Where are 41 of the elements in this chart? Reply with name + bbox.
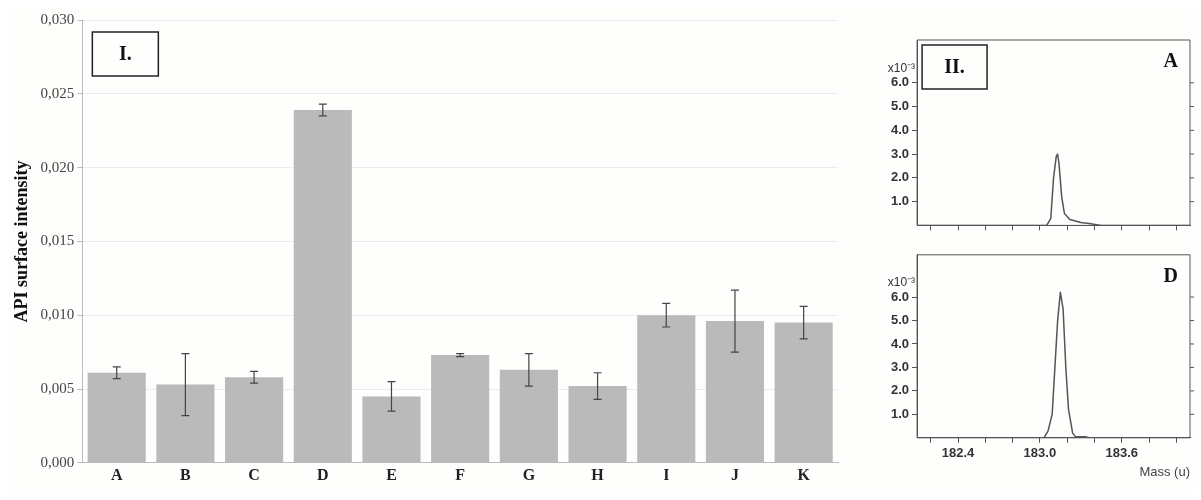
x-tick-label: B xyxy=(180,465,192,483)
y-tick-label: 0,010 xyxy=(40,306,75,323)
y-tick-label: 0,005 xyxy=(40,379,75,396)
y-axis-title: x10⁻³ xyxy=(887,61,916,76)
y-tick-label: 2.0 xyxy=(890,382,910,398)
y-tick-label: 6.0 xyxy=(890,74,910,90)
x-tick-label: I xyxy=(663,465,670,483)
y-axis-title: x10⁻³ xyxy=(887,275,916,290)
y-tick-label: 6.0 xyxy=(890,288,910,304)
y-tick-label: 0,025 xyxy=(40,84,75,101)
x-tick-label: 183.0 xyxy=(1023,445,1057,461)
y-tick-label: 0,020 xyxy=(40,158,75,175)
x-tick-label: J xyxy=(730,465,739,483)
x-tick-label: F xyxy=(455,465,466,483)
x-tick-label: E xyxy=(386,465,397,483)
x-tick-label: H xyxy=(591,465,605,483)
y-tick-label: 1.0 xyxy=(890,405,910,421)
x-tick-label: K xyxy=(797,465,811,483)
y-tick-label: 4.0 xyxy=(890,121,910,137)
x-tick-label: A xyxy=(110,465,123,483)
y-tick-label: 5.0 xyxy=(890,312,910,328)
annotation: II. xyxy=(944,55,965,78)
y-tick-label: 0,030 xyxy=(40,10,75,27)
y-tick-label: 2.0 xyxy=(890,169,910,185)
x-tick-label: 183.6 xyxy=(1105,445,1139,461)
y-tick-label: 1.0 xyxy=(890,193,910,209)
x-tick-label: D xyxy=(317,465,329,483)
x-tick-label: 182.4 xyxy=(941,445,976,461)
y-tick-label: 0,000 xyxy=(40,453,75,470)
y-tick-label: 5.0 xyxy=(890,98,910,114)
x-axis-title: Mass (u) xyxy=(1139,463,1190,479)
y-axis-title: API surface intensity xyxy=(11,160,32,323)
annotation: I. xyxy=(118,42,132,65)
y-tick-label: 3.0 xyxy=(890,145,910,161)
annotation: A xyxy=(1163,49,1179,72)
y-tick-label: 4.0 xyxy=(890,335,910,351)
x-tick-label: G xyxy=(522,465,536,483)
annotation: D xyxy=(1163,263,1178,286)
y-tick-label: 0,015 xyxy=(40,232,75,249)
y-tick-label: 3.0 xyxy=(890,358,910,374)
x-tick-label: C xyxy=(248,465,260,483)
